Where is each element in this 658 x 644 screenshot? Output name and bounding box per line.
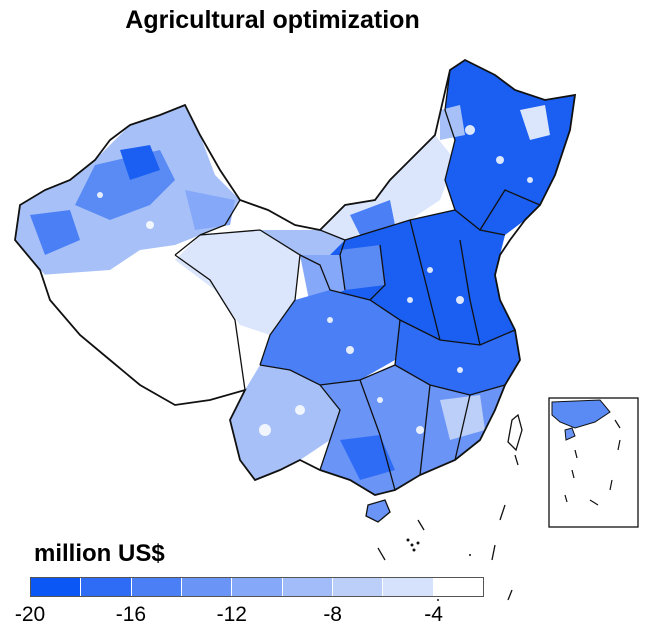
legend-swatch xyxy=(131,578,182,596)
region-yunnan xyxy=(230,365,340,480)
county-speckle xyxy=(97,125,533,436)
region-tibet xyxy=(40,255,245,405)
legend-swatch xyxy=(433,578,483,596)
legend-swatch xyxy=(282,578,333,596)
region-guangxi xyxy=(340,435,395,480)
choropleth-fills xyxy=(15,60,575,495)
inset-south-china-sea xyxy=(548,397,639,528)
region-northeast xyxy=(445,60,575,235)
island-hainan xyxy=(365,499,391,523)
region-northeast-pale xyxy=(520,105,550,140)
nine-dash-line xyxy=(377,454,519,601)
island-dots xyxy=(406,538,471,601)
legend-swatch xyxy=(332,578,384,596)
legend-tick-label: -16 xyxy=(115,603,147,626)
region-inner-mongolia-south xyxy=(350,200,395,235)
island-taiwan xyxy=(507,413,523,452)
region-fujian xyxy=(440,395,485,440)
region-xinjiang-core xyxy=(120,145,160,180)
region-xinjiang-west xyxy=(30,210,80,255)
legend-swatch xyxy=(181,578,233,596)
legend-swatch xyxy=(81,578,132,596)
legend-tick-label: -4 xyxy=(424,603,443,626)
region-sichuan xyxy=(260,290,400,385)
region-shanxi xyxy=(340,245,385,290)
legend-colorbar xyxy=(30,577,484,597)
legend-swatch xyxy=(31,578,82,596)
region-qinghai xyxy=(175,230,300,335)
region-xinjiang-east xyxy=(185,190,235,230)
legend-swatch xyxy=(383,578,434,596)
legend-tick-label: -12 xyxy=(216,603,247,626)
region-central-east xyxy=(395,320,520,395)
legend-unit-label: million US$ xyxy=(34,540,165,567)
province-borders xyxy=(174,69,541,491)
legend-swatch xyxy=(232,578,283,596)
region-north-plain xyxy=(320,210,515,345)
legend-tick-label: -8 xyxy=(323,603,342,626)
map-title: Agricultural optimization xyxy=(125,6,420,34)
legend-tick-label: -20 xyxy=(14,603,46,626)
